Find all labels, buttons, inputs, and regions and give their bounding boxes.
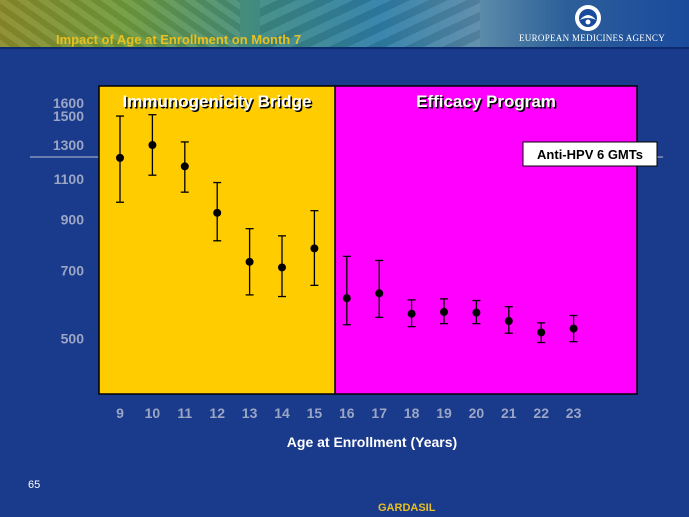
y-tick-label: 700 — [61, 262, 85, 278]
x-tick-label: 13 — [242, 405, 258, 421]
gmt-point — [116, 153, 124, 162]
page-number: 65 — [28, 479, 41, 491]
x-tick-label: 10 — [145, 405, 161, 421]
gmt-point — [375, 289, 384, 298]
region-label-efficacy: Efficacy Program — [416, 92, 556, 111]
x-axis-title: Age at Enrollment (Years) — [287, 434, 457, 450]
ema-logo-icon — [575, 5, 601, 31]
region-label-bridge: Immunogenicity Bridge — [123, 92, 312, 111]
x-tick-label: 19 — [436, 405, 452, 421]
gmt-point — [569, 324, 578, 333]
annotation-label: Anti-HPV 6 GMTs — [537, 147, 643, 162]
y-tick-label: 1600 — [53, 95, 84, 111]
gmt-point — [504, 317, 513, 326]
gmt-point — [537, 328, 546, 337]
x-tick-label: 18 — [404, 405, 420, 421]
gmt-point — [148, 141, 157, 150]
y-tick-label: 500 — [61, 330, 85, 346]
region-label-efficacy-shadow: Efficacy Program — [418, 94, 558, 113]
banner-texture-middle — [260, 0, 480, 47]
gmt-point — [278, 263, 286, 272]
gmt-point — [245, 257, 254, 266]
gmt-point — [310, 244, 319, 253]
x-tick-label: 16 — [339, 405, 355, 421]
banner-divider — [0, 47, 689, 49]
x-tick-label: 9 — [116, 405, 124, 421]
slide-title: Impact of Age at Enrollment on Month 7 — [56, 32, 302, 47]
gmt-point — [472, 308, 481, 317]
x-tick-label: 11 — [177, 405, 192, 421]
gmt-point — [407, 309, 416, 318]
y-tick-label: 1500 — [53, 108, 84, 124]
agency-name: EUROPEAN MEDICINES AGENCY — [519, 33, 666, 43]
footer-brand: GARDASIL — [378, 502, 436, 514]
gmt-point — [440, 307, 448, 316]
x-tick-label: 15 — [307, 405, 323, 421]
y-tick-label: 900 — [61, 211, 85, 227]
gmt-point — [180, 162, 189, 171]
region-label-bridge-shadow: Immunogenicity Bridge — [124, 94, 313, 113]
x-tick-label: 21 — [501, 405, 517, 421]
x-tick-label: 22 — [533, 405, 549, 421]
gmt-point — [213, 208, 222, 217]
y-tick-label: 1100 — [54, 171, 85, 187]
x-tick-label: 12 — [209, 405, 225, 421]
banner-texture-left — [0, 0, 240, 47]
plot-frame — [98, 85, 638, 395]
x-tick-label: 14 — [274, 405, 290, 421]
annotation-box: Anti-HPV 6 GMTs — [522, 141, 658, 167]
y-tick-label: 1300 — [53, 137, 84, 153]
x-tick-label: 20 — [469, 405, 485, 421]
efficacy-region — [335, 86, 637, 394]
x-tick-label: 17 — [371, 405, 387, 421]
gmt-point — [342, 294, 351, 303]
x-tick-label: 23 — [566, 405, 582, 421]
header-banner — [0, 0, 689, 47]
